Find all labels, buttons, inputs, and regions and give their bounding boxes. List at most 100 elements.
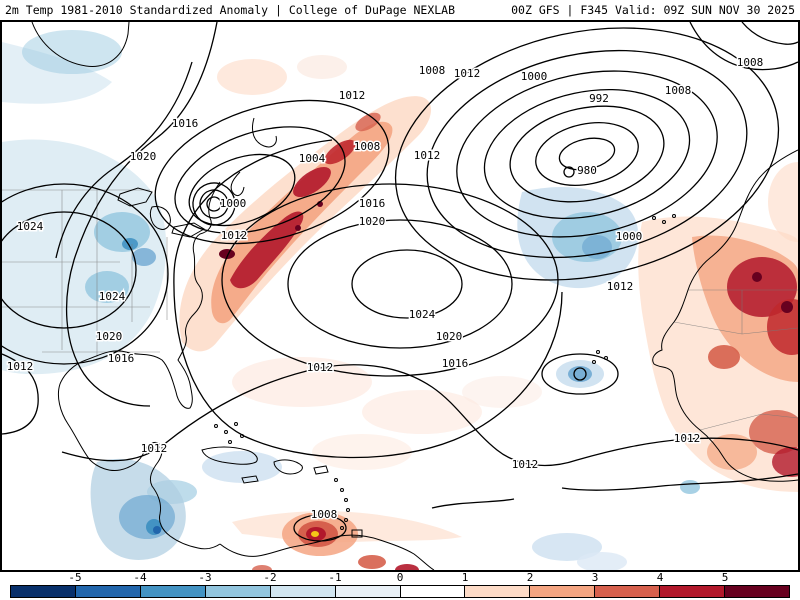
wind-barb-icon [332, 491, 352, 499]
contour-label: 1004 [299, 152, 326, 165]
wind-barb-icon [387, 219, 408, 234]
wind-barb-icon [404, 494, 424, 503]
wind-barb-icon [474, 146, 483, 166]
wind-barb-icon [408, 439, 428, 449]
colorbar-gradient [10, 585, 790, 598]
contour-label: 1020 [436, 330, 463, 343]
contour-label: 1016 [442, 357, 469, 370]
wind-barb-icon [45, 544, 65, 554]
wind-barb-icon [683, 118, 697, 139]
wind-barb-icon [243, 109, 264, 124]
wind-barb-icon [118, 442, 137, 449]
colorbar-segment [205, 586, 271, 597]
contour-label: 1012 [414, 149, 441, 162]
colorbar-tick-label: -2 [263, 571, 277, 584]
contour-label: 1024 [409, 308, 436, 321]
contour-label-layer: 1008 1012 1000 992 1008 980 1000 1012 10… [5, 55, 765, 523]
wind-barb-icon [264, 328, 285, 339]
contour-label: 1008 [354, 140, 381, 153]
wind-barb-icon [758, 536, 779, 551]
wind-barb-icon [480, 540, 500, 549]
anomaly-shading-layer [2, 30, 798, 570]
wind-barb-icon [544, 150, 553, 170]
wind-barb-icon [383, 165, 404, 181]
contour-label: 1012 [141, 442, 168, 455]
colorbar-tick-label: 5 [721, 571, 729, 584]
contour-label: 1016 [359, 197, 386, 210]
colorbar-segment [75, 586, 141, 597]
wind-barb-icon [612, 60, 631, 67]
model-valid-time: 00Z GFS | F345 Valid: 09Z SUN NOV 30 202… [511, 3, 795, 17]
wind-barb-icon [620, 432, 641, 445]
colorbar-tick-label: 0 [396, 571, 404, 584]
contour-label: 1012 [454, 67, 481, 80]
colorbar-segment [335, 586, 401, 597]
wind-barb-icon [615, 114, 634, 133]
wind-barb-icon [167, 267, 188, 278]
contour-label: 1008 [737, 56, 764, 69]
wind-barb-icon [41, 492, 61, 501]
wind-barb-icon [25, 107, 46, 120]
contour-label: 1012 [221, 229, 248, 242]
colorbar-segment [530, 586, 596, 597]
contour-label: 1000 [521, 70, 548, 83]
wind-barb-icon [455, 42, 476, 58]
colorbar-segment [400, 586, 466, 597]
wind-barb-icon [167, 51, 188, 66]
weather-map: 1008 1012 1000 992 1008 980 1000 1012 10… [2, 22, 798, 570]
wind-barb-icon [264, 438, 284, 447]
colorbar-tick-row: -5 -4 -3 -2 -1 0 1 2 3 4 5 [0, 572, 800, 585]
wind-barb-icon [620, 539, 641, 551]
product-title: 2m Temp 1981-2010 Standardized Anomaly |… [5, 3, 456, 17]
wind-barb-icon [683, 172, 692, 192]
wind-barb-icon [690, 542, 711, 555]
wind-barb-icon [550, 435, 571, 447]
contour-label: 1012 [307, 361, 334, 374]
title-bar: 2m Temp 1981-2010 Standardized Anomaly |… [0, 0, 800, 20]
contour-label: 980 [577, 164, 597, 177]
colorbar-tick-label: -3 [198, 571, 212, 584]
contour-label: 1024 [17, 220, 44, 233]
contour-label: 1012 [339, 89, 366, 102]
wind-barb-icon [191, 542, 211, 551]
contour-label: 1012 [607, 280, 634, 293]
wind-barb-icon [550, 324, 571, 339]
contour-label: 1016 [172, 117, 199, 130]
wind-barb-icon [311, 269, 332, 282]
contour-label: 1000 [220, 197, 247, 210]
contour-label: 1008 [665, 84, 692, 97]
colorbar-segment [725, 586, 790, 597]
contour-label: 1020 [359, 215, 386, 228]
wind-barb-icon [678, 64, 699, 80]
wind-barb-icon [620, 321, 641, 337]
wind-barb-icon [616, 377, 637, 391]
wind-barb-icon [260, 494, 279, 501]
contour-label: 1012 [674, 432, 701, 445]
map-frame: 1008 1012 1000 992 1008 980 1000 1012 10… [0, 20, 800, 572]
wind-barb-icon [192, 435, 212, 443]
wind-barb-icon [239, 163, 260, 177]
wind-barb-icon [114, 386, 134, 395]
colorbar-segment [595, 586, 661, 597]
colorbar-tick-label: -1 [328, 571, 342, 584]
colorbar-segment [140, 586, 206, 597]
contour-label: 1012 [512, 458, 539, 471]
colorbar-tick-label: 1 [461, 571, 469, 584]
political-borders [2, 189, 798, 431]
colorbar-segment [11, 586, 76, 597]
contour-label: 1012 [7, 360, 34, 373]
isobar-contours [2, 22, 798, 542]
colorbar-tick-label: 4 [656, 571, 664, 584]
wind-barb-icon [408, 328, 429, 341]
wind-barb-icon [383, 57, 404, 69]
wind-barb-icon [167, 159, 188, 172]
contour-label: 992 [589, 92, 609, 105]
wind-barb-icon [97, 111, 118, 123]
contour-label: 1008 [311, 508, 338, 521]
wind-barb-icon [408, 547, 428, 555]
contour-label: 1008 [419, 64, 446, 77]
contour-label: 1020 [96, 330, 123, 343]
colorbar-segment [465, 586, 531, 597]
wind-barb-icon [336, 325, 357, 337]
